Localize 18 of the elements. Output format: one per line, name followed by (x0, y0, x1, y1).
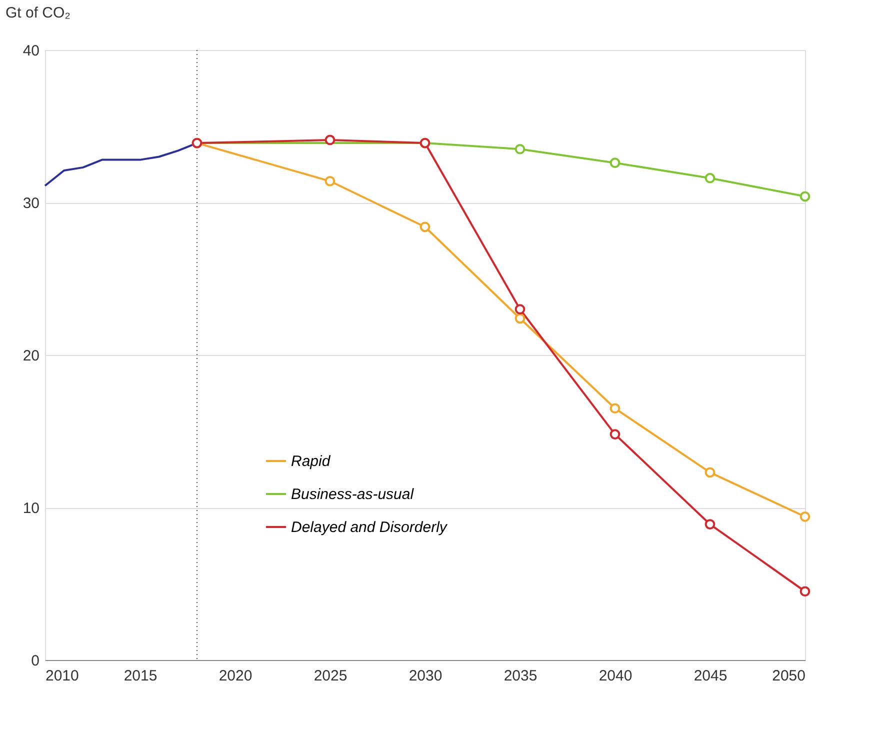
x-tick-label: 2015 (124, 668, 158, 684)
y-axis-title: Gt of CO₂ (6, 4, 71, 22)
x-tick-label: 2035 (504, 668, 538, 684)
legend-label: Business-as-usual (291, 486, 414, 503)
legend-label: Rapid (291, 453, 331, 470)
x-tick-label: 2040 (598, 668, 632, 684)
y-tick-label: 40 (22, 42, 40, 60)
y-tick-label: 30 (22, 195, 40, 212)
legend-label: Delayed and Disorderly (291, 519, 448, 536)
x-tick-label: 2020 (218, 668, 252, 684)
x-tick-label: 2030 (408, 668, 442, 684)
x-tick-label: 2010 (46, 668, 79, 684)
x-tick-label: 2050 (772, 668, 806, 684)
x-tick-label: 2045 (694, 668, 728, 684)
x-tick-label: 2025 (314, 668, 348, 684)
y-tick-label: 0 (31, 652, 40, 670)
y-tick-label: 20 (22, 348, 40, 364)
y-tick-label: 10 (22, 500, 40, 517)
